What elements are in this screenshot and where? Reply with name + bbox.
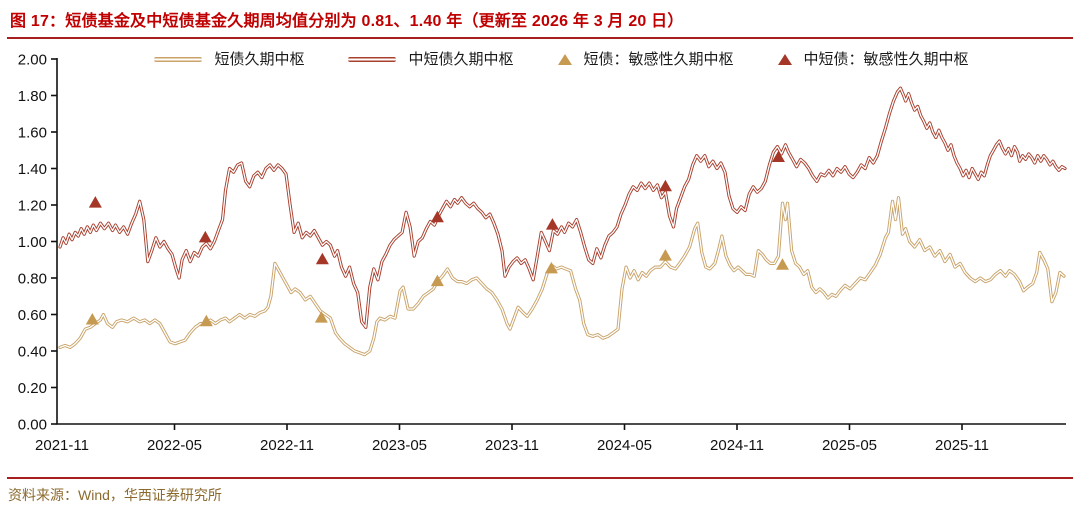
x-tick-label: 2024-05 — [597, 437, 652, 454]
triangle-marker — [315, 252, 329, 265]
figure-title: 图 17：短债基金及中短债基金久期周均值分别为 0.81、1.40 年（更新至 … — [10, 13, 684, 30]
legend-label: 中短债：敏感性久期中枢 — [803, 51, 969, 68]
legend-label: 短债：敏感性久期中枢 — [583, 51, 734, 68]
x-tick-label: 2022-05 — [147, 437, 202, 454]
legend-label: 短债久期中枢 — [214, 51, 305, 68]
triangle-marker — [199, 314, 213, 327]
y-tick-label: 2.00 — [18, 52, 47, 69]
short-sensitivity-triangle-icon — [557, 54, 572, 65]
series-line-1 — [58, 86, 1067, 329]
short-duration-line-swatch-icon — [154, 57, 203, 62]
y-tick-label: 0.00 — [18, 417, 47, 434]
x-tick-label: 2021-11 — [35, 437, 89, 454]
triangle-marker — [545, 218, 559, 230]
legend-item-short-triangle: 短债：敏感性久期中枢 — [557, 51, 734, 68]
triangle-marker — [658, 249, 672, 261]
source-note: 资料来源：Wind，华西证券研究所 — [8, 487, 222, 503]
triangle-marker — [771, 150, 785, 163]
y-tick-label: 0.20 — [18, 380, 47, 397]
x-tick-label: 2023-11 — [485, 437, 539, 454]
x-axis-ticks: 2021-11 2022-05 2022-11 2023-05 2023-11 2024-… — [35, 424, 989, 454]
y-tick-label: 1.20 — [18, 198, 47, 215]
triangle-marker — [775, 258, 789, 270]
legend-item-midshort-triangle: 中短债：敏感性久期中枢 — [777, 51, 969, 68]
triangle-marker — [198, 230, 212, 243]
triangle-marker — [658, 179, 672, 192]
triangle-marker — [314, 311, 328, 323]
legend-item-midshort-line: 中短债久期中枢 — [348, 51, 514, 68]
triangle-marker — [544, 261, 558, 274]
y-tick-label: 0.40 — [18, 344, 47, 361]
x-tick-label: 2022-11 — [260, 437, 314, 454]
triangle-marker — [88, 196, 102, 208]
x-tick-label: 2025-11 — [935, 437, 989, 454]
y-tick-label: 1.00 — [18, 234, 47, 251]
chart-legend: 短债久期中枢 中短债久期中枢 短债：敏感性久期中枢 中短债：敏感性久期中枢 — [57, 52, 1066, 67]
midshort-sensitivity-triangle-icon — [777, 54, 792, 65]
y-axis-ticks: 0.00 0.20 0.40 0.60 0.80 1.00 1.20 1.40 1.60 1.80… — [18, 52, 57, 434]
series-line-0 — [58, 196, 1066, 357]
y-tick-label: 1.40 — [18, 161, 47, 178]
footer-rule — [7, 477, 1073, 479]
triangle-marker — [430, 274, 444, 287]
triangle-marker — [430, 210, 444, 223]
x-tick-label: 2023-05 — [372, 437, 427, 454]
x-tick-label: 2024-11 — [710, 437, 764, 454]
legend-label: 中短债久期中枢 — [408, 51, 514, 68]
y-tick-label: 1.60 — [18, 125, 47, 142]
y-tick-label: 0.80 — [18, 271, 47, 288]
legend-item-short-line: 短债久期中枢 — [154, 52, 304, 67]
y-tick-label: 0.60 — [18, 307, 47, 324]
series-markers-0 — [85, 249, 789, 327]
midshort-duration-line-swatch-icon — [348, 57, 397, 62]
series-markers-1 — [88, 150, 785, 265]
y-tick-label: 1.80 — [18, 88, 47, 105]
triangle-marker — [85, 312, 99, 325]
x-tick-label: 2025-05 — [822, 437, 877, 454]
title-rule — [7, 37, 1073, 39]
